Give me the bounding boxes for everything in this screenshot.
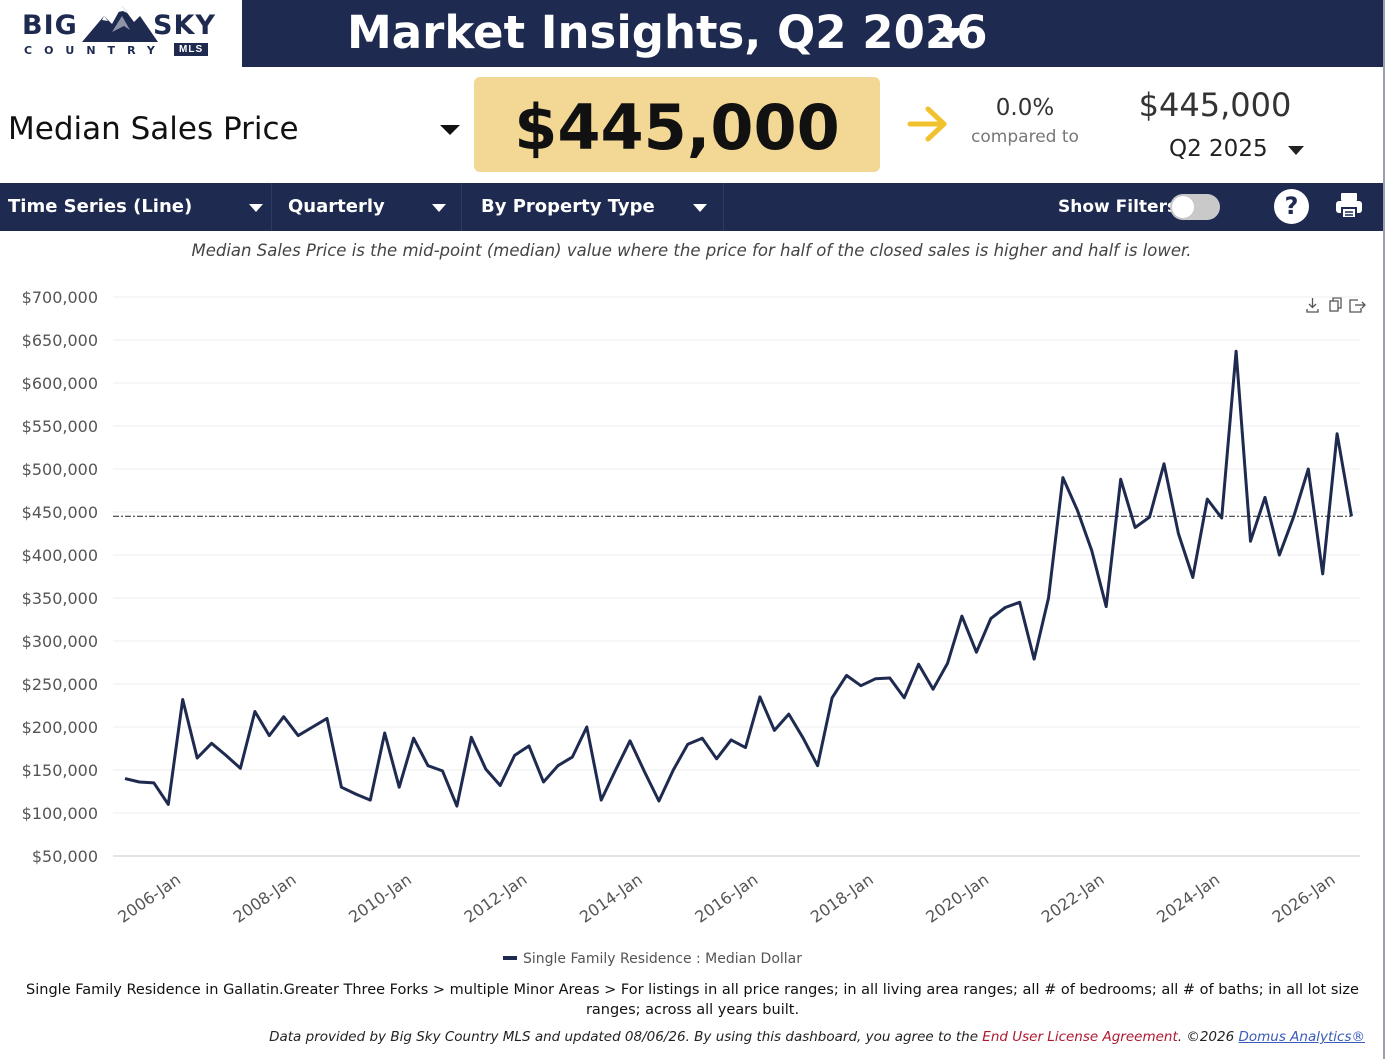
series-line[interactable] bbox=[124, 349, 1353, 808]
credits-copyright: . ©2026 bbox=[1177, 1029, 1239, 1045]
y-tick-label: $200,000 bbox=[22, 718, 98, 737]
line-chart: $700,000 $650,000 $600,000 $550,000 $500,000… bbox=[22, 288, 1360, 967]
toolbar-divider bbox=[271, 183, 272, 231]
x-tick-label: 2010-Jan bbox=[345, 870, 415, 927]
metric-dropdown[interactable]: Median Sales Price bbox=[8, 95, 468, 165]
metric-caret-icon bbox=[440, 125, 460, 135]
y-tick-label: $450,000 bbox=[22, 503, 98, 522]
logo-word-country: COUNTRY bbox=[24, 44, 167, 57]
chart-toolbox bbox=[1306, 297, 1366, 313]
metric-value-box: $445,000 bbox=[474, 77, 880, 172]
legend-label: Single Family Residence : Median Dollar bbox=[523, 951, 802, 967]
printer-icon[interactable] bbox=[1334, 192, 1364, 220]
toolbar-divider bbox=[723, 183, 724, 231]
chart-type-dropdown[interactable]: Time Series (Line) bbox=[8, 183, 270, 231]
copy-icon[interactable] bbox=[1329, 297, 1342, 312]
logo-word-sky: SKY bbox=[153, 10, 216, 41]
period-dropdown-caret-icon[interactable] bbox=[936, 28, 966, 43]
mountain-logo-icon bbox=[82, 6, 158, 42]
y-tick-label: $700,000 bbox=[22, 288, 98, 307]
y-axis: $700,000 $650,000 $600,000 $550,000 $500,000… bbox=[22, 288, 98, 866]
x-tick-label: 2018-Jan bbox=[807, 870, 877, 927]
chart-legend[interactable]: Single Family Residence : Median Dollar bbox=[503, 951, 802, 967]
show-filters-toggle[interactable] bbox=[1170, 194, 1220, 220]
chevron-down-icon bbox=[432, 204, 446, 212]
metric-value: $445,000 bbox=[514, 91, 840, 164]
page-title: Market Insights, Q2 2026 bbox=[347, 6, 988, 59]
x-tick-label: 2022-Jan bbox=[1038, 870, 1108, 927]
arrow-right-icon bbox=[907, 106, 947, 142]
x-tick-label: 2014-Jan bbox=[576, 870, 646, 927]
help-button[interactable]: ? bbox=[1274, 189, 1309, 224]
chevron-down-icon bbox=[249, 204, 263, 212]
x-tick-label: 2016-Jan bbox=[691, 870, 761, 927]
chevron-down-icon bbox=[693, 204, 707, 212]
show-filters-label: Show Filters: bbox=[1058, 197, 1184, 217]
domus-analytics-link[interactable]: Domus Analytics® bbox=[1238, 1029, 1366, 1045]
y-tick-label: $250,000 bbox=[22, 675, 98, 694]
toolbar-divider bbox=[461, 183, 462, 231]
grouping-dropdown[interactable]: By Property Type bbox=[481, 183, 721, 231]
y-tick-label: $500,000 bbox=[22, 460, 98, 479]
credits-text: Data provided by Big Sky Country MLS and… bbox=[269, 1029, 983, 1045]
y-tick-label: $150,000 bbox=[22, 761, 98, 780]
filter-summary: Single Family Residence in Gallatin.Grea… bbox=[26, 982, 1359, 1018]
logo-mls-badge: MLS bbox=[174, 43, 209, 56]
compare-period-dropdown[interactable]: Q2 2025 bbox=[1169, 136, 1268, 162]
metric-label: Median Sales Price bbox=[8, 111, 299, 147]
chart-type-label: Time Series (Line) bbox=[8, 196, 193, 217]
chart-grid bbox=[113, 296, 1360, 857]
compare-period-caret-icon[interactable] bbox=[1288, 146, 1304, 155]
compared-to-label: compared to bbox=[971, 127, 1079, 147]
x-tick-label: 2020-Jan bbox=[922, 870, 992, 927]
toggle-knob bbox=[1172, 196, 1194, 218]
interval-label: Quarterly bbox=[288, 196, 385, 217]
metric-description: Median Sales Price is the mid-point (med… bbox=[191, 241, 1192, 260]
logo-word-big: BIG bbox=[22, 10, 78, 41]
x-tick-label: 2012-Jan bbox=[461, 870, 531, 927]
x-tick-label: 2008-Jan bbox=[230, 870, 300, 927]
toolbar: Time Series (Line) Quarterly By Property… bbox=[0, 183, 1383, 231]
x-axis: 2006-Jan 2008-Jan 2010-Jan 2012-Jan 2014-Jan… bbox=[114, 870, 1338, 927]
change-percent: 0.0% bbox=[995, 95, 1055, 121]
title-bar: Market Insights, Q2 2026 bbox=[242, 0, 1383, 67]
y-tick-label: $550,000 bbox=[22, 417, 98, 436]
y-tick-label: $400,000 bbox=[22, 546, 98, 565]
x-tick-label: 2024-Jan bbox=[1153, 870, 1223, 927]
compare-value: $445,000 bbox=[1138, 86, 1292, 124]
eula-link[interactable]: End User License Agreement bbox=[982, 1029, 1178, 1045]
y-tick-label: $300,000 bbox=[22, 632, 98, 651]
y-tick-label: $100,000 bbox=[22, 804, 98, 823]
export-icon[interactable] bbox=[1349, 299, 1366, 313]
y-tick-label: $50,000 bbox=[32, 847, 98, 866]
x-tick-label: 2006-Jan bbox=[114, 870, 184, 927]
brand-logo[interactable]: BIG SKY COUNTRY MLS bbox=[0, 0, 242, 67]
y-tick-label: $650,000 bbox=[22, 331, 98, 350]
y-tick-label: $350,000 bbox=[22, 589, 98, 608]
credits: Data provided by Big Sky Country MLS and… bbox=[269, 1029, 1365, 1045]
window-edge bbox=[1383, 0, 1385, 1059]
y-tick-label: $600,000 bbox=[22, 374, 98, 393]
download-icon[interactable] bbox=[1306, 298, 1319, 313]
x-tick-label: 2026-Jan bbox=[1269, 870, 1339, 927]
grouping-label: By Property Type bbox=[481, 196, 655, 217]
interval-dropdown[interactable]: Quarterly bbox=[288, 183, 458, 231]
